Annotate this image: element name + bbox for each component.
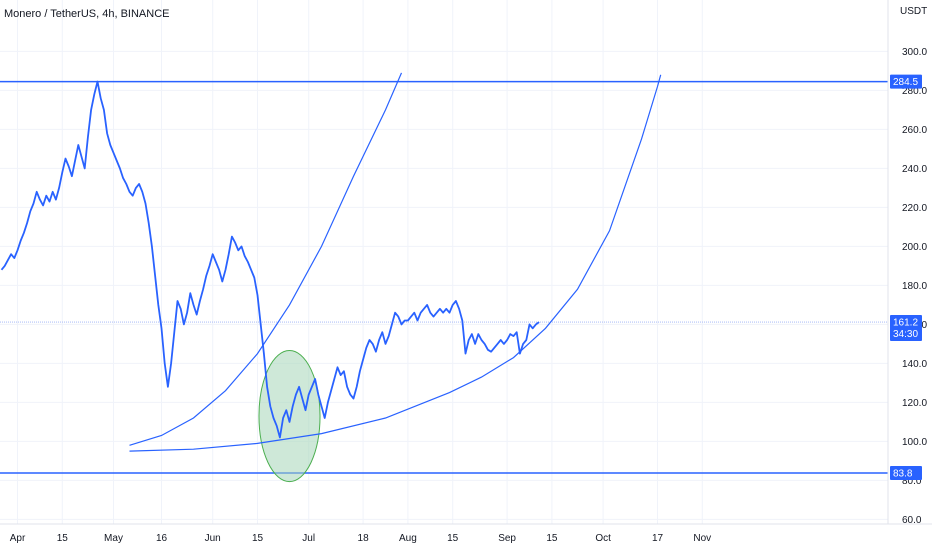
x-tick-label: Jul [302, 533, 315, 544]
highlight-circle [258, 350, 321, 483]
price-series [0, 80, 540, 439]
x-tick-label: Jun [205, 533, 221, 544]
y-tick-label: 80.0 [902, 476, 922, 487]
x-axis[interactable]: Apr 15 May 16 Jun 15 Jul 18 Aug 15 Sep 15 Oct 17 Nov [10, 533, 711, 544]
y-tick-label: 100.0 [902, 437, 927, 448]
y-axis[interactable]: 60.080.0100.0120.0140.0160.0180.0200.022… [902, 47, 927, 526]
x-tick-label: 18 [358, 533, 370, 544]
steep-curve [129, 72, 403, 446]
x-tick-label: Oct [595, 533, 611, 544]
y-tick-label: 60.0 [902, 515, 922, 526]
y-tick-label: 220.0 [902, 203, 927, 214]
y-tick-label: 240.0 [902, 164, 927, 175]
x-tick-label: 15 [252, 533, 264, 544]
price-tags: 284.5 83.8 161.234:30 [890, 74, 922, 480]
y-tick-label: 280.0 [902, 86, 927, 97]
symbol-title: Monero / TetherUS, 4h, BINANCE [4, 8, 169, 20]
x-tick-label: May [104, 533, 123, 544]
y-tick-label: 200.0 [902, 242, 927, 253]
y-tick-label: 180.0 [902, 281, 927, 292]
current-price-tag: 161.234:30 [890, 315, 922, 342]
y-tick-label: 300.0 [902, 47, 927, 58]
x-tick-label: 15 [447, 533, 459, 544]
resistance-tag-bg [890, 74, 922, 89]
x-tick-label: 17 [652, 533, 664, 544]
y-tick-label: 140.0 [902, 359, 927, 370]
countdown-text: 34:30 [893, 329, 918, 340]
currency-label: USDT [900, 6, 927, 17]
shallow-curve [129, 74, 662, 452]
support-tag-text: 83.8 [893, 468, 913, 479]
current-price-tag-text: 161.2 [893, 318, 918, 329]
y-tick-label: 120.0 [902, 398, 927, 409]
y-tick-label: 260.0 [902, 125, 927, 136]
support-tag: 83.8 [890, 465, 922, 480]
x-tick-label: Sep [498, 533, 516, 544]
grid [0, 0, 888, 524]
axes [0, 0, 932, 525]
x-tick-label: Aug [399, 533, 417, 544]
price-line [0, 80, 540, 439]
x-tick-label: 16 [156, 533, 168, 544]
x-tick-label: Nov [693, 533, 711, 544]
drawings [0, 72, 888, 483]
x-tick-label: 15 [546, 533, 558, 544]
resistance-tag-text: 284.5 [893, 77, 918, 88]
x-tick-label: Apr [10, 533, 26, 544]
resistance-tag: 284.5 [890, 74, 922, 89]
current-price-tag-bg [890, 315, 922, 342]
support-tag-bg [890, 465, 922, 480]
x-tick-label: 15 [57, 533, 69, 544]
